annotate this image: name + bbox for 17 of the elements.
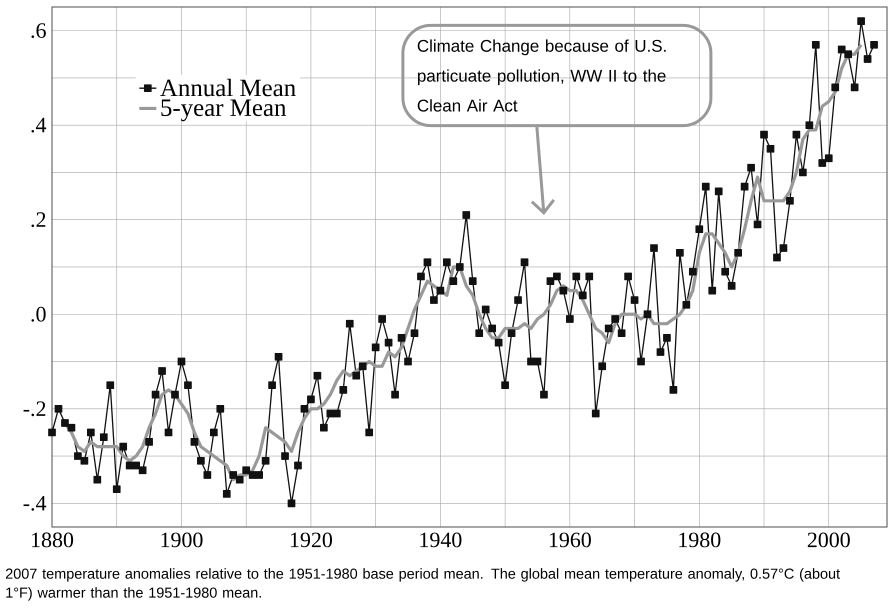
annotation: Climate Change because of U.S. particuate pollution, WW II to the Clean Air Act	[418, 39, 666, 112]
x-tick-label: 1960	[550, 532, 591, 548]
y-tick-label: -.4	[24, 496, 46, 511]
text: 2007 temperature anomalies relative to the 1951-1980 base period mean. The global mean temperature anomaly, 0.57°C (about 1°F) warmer than the 1951-1980 mean.	[6, 568, 840, 601]
y-tick-label: -.2	[24, 401, 46, 416]
x-tick-label: 1880	[32, 532, 74, 548]
legend-label: 5-year Mean	[161, 100, 286, 122]
x-tick-label: 2000	[808, 532, 850, 548]
y-tick-label: .2	[31, 212, 46, 228]
legend-label: Annual Mean	[160, 78, 296, 96]
x-tick-label: 1920	[290, 532, 332, 548]
y-tick-label: .6	[31, 23, 46, 38]
x-tick-label: 1980	[679, 532, 720, 548]
y-tick-label: .4	[31, 118, 46, 133]
x-tick-label: 1900	[161, 532, 203, 548]
y-tick-label: .0	[31, 306, 46, 322]
x-tick-label: 1940	[420, 532, 462, 548]
